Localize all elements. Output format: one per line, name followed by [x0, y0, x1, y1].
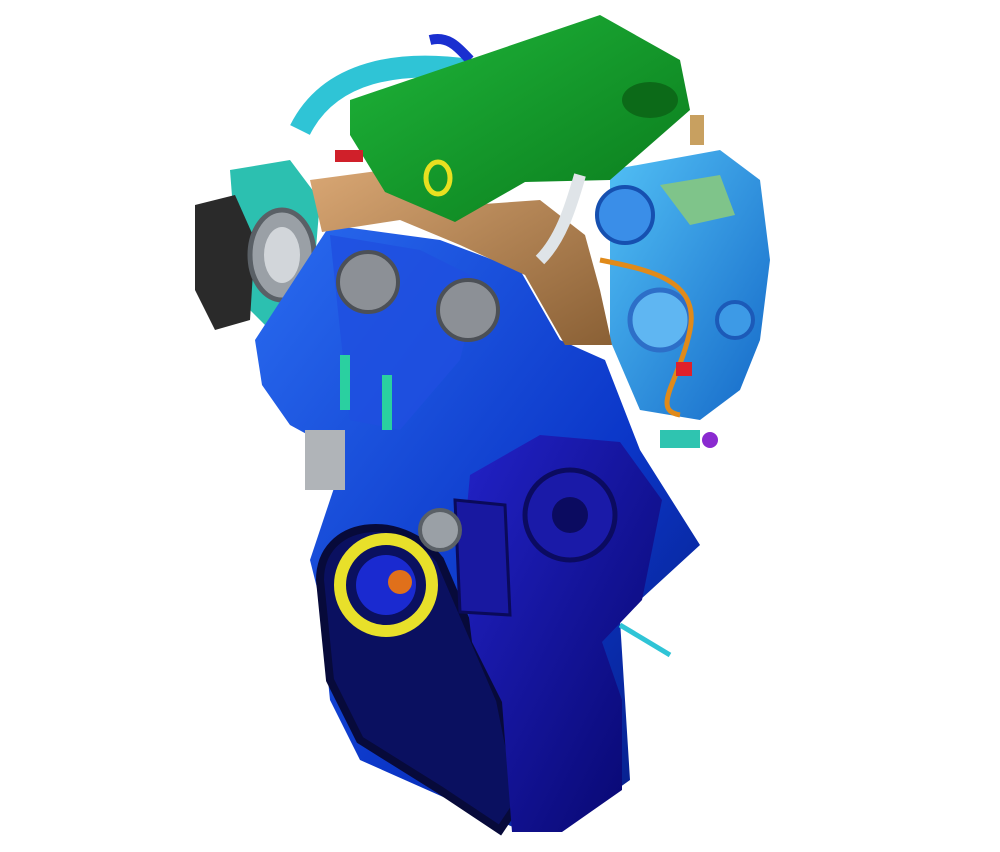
cam-carrier — [310, 168, 612, 345]
connector — [335, 150, 363, 162]
stud — [382, 375, 392, 430]
breather-hose — [535, 173, 586, 265]
bolt — [618, 622, 672, 658]
compressor-outlet — [627, 287, 693, 353]
turbocharger — [595, 115, 770, 420]
crank-pulley — [334, 533, 438, 637]
engine-cover — [350, 15, 690, 222]
crank-bolt — [388, 570, 412, 594]
throttle-plate — [264, 227, 300, 283]
sensor — [690, 115, 704, 145]
bracket — [660, 175, 735, 225]
cover-recess — [622, 82, 678, 118]
oil-cap — [423, 159, 453, 197]
oil-line — [599, 257, 694, 418]
flange — [715, 300, 755, 340]
intake-pipe — [290, 55, 472, 136]
throttle-actuator — [195, 195, 255, 330]
wastegate — [595, 185, 655, 245]
cam-cap — [336, 250, 400, 314]
sensor-housing — [305, 430, 345, 490]
idler — [418, 508, 462, 552]
bracket — [453, 498, 512, 617]
clamp — [676, 362, 692, 376]
hose — [428, 34, 474, 64]
pulley-hub — [552, 497, 588, 533]
fitting — [660, 430, 700, 448]
cam-cap — [436, 278, 500, 342]
pulley-center — [356, 555, 416, 615]
cap — [702, 432, 718, 448]
stud — [340, 355, 350, 410]
